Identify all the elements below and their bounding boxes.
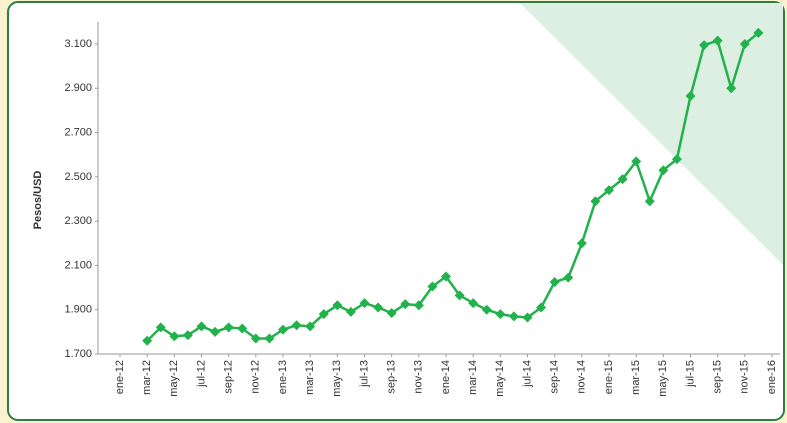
marker bbox=[576, 238, 587, 249]
x-tick-label: nov-12 bbox=[250, 360, 262, 394]
x-tick-label: may-15 bbox=[657, 360, 669, 397]
marker bbox=[250, 333, 261, 344]
marker bbox=[427, 281, 438, 292]
marker bbox=[345, 306, 356, 317]
x-tick-label: ene-15 bbox=[603, 360, 615, 394]
x-tick-label: mar-13 bbox=[304, 360, 316, 395]
x-tick-label: mar-15 bbox=[630, 360, 642, 395]
x-tick-label: jul-13 bbox=[358, 360, 370, 388]
marker bbox=[468, 298, 479, 309]
y-tick-label: 1.700 bbox=[64, 348, 92, 360]
y-tick-label: 3.100 bbox=[64, 38, 92, 50]
x-tick-label: jul-15 bbox=[684, 360, 696, 388]
y-tick-label: 2.500 bbox=[64, 171, 92, 183]
marker bbox=[454, 290, 465, 301]
marker bbox=[291, 320, 302, 331]
decoration bbox=[520, 3, 783, 265]
marker bbox=[481, 304, 492, 315]
marker bbox=[590, 196, 601, 207]
marker bbox=[712, 35, 723, 46]
x-tick-label: sep-12 bbox=[223, 360, 235, 394]
marker bbox=[223, 322, 234, 333]
x-tick-label: nov-14 bbox=[576, 360, 588, 394]
x-tick-label: may-14 bbox=[494, 360, 506, 397]
marker bbox=[264, 333, 275, 344]
y-tick-label: 2.100 bbox=[64, 259, 92, 271]
marker bbox=[563, 272, 574, 283]
y-tick-label: 2.700 bbox=[64, 126, 92, 138]
marker bbox=[182, 330, 193, 341]
marker bbox=[739, 39, 750, 49]
marker bbox=[508, 311, 519, 322]
x-tick-label: nov-15 bbox=[739, 360, 751, 394]
x-tick-label: ene-12 bbox=[114, 360, 126, 394]
marker bbox=[332, 300, 343, 311]
marker bbox=[644, 196, 655, 207]
x-tick-label: sep-14 bbox=[549, 360, 561, 394]
marker bbox=[753, 27, 764, 38]
marker bbox=[699, 40, 710, 51]
y-tick-label: 2.900 bbox=[64, 82, 92, 94]
marker bbox=[658, 165, 669, 176]
x-tick-label: ene-13 bbox=[277, 360, 289, 394]
marker bbox=[522, 312, 533, 323]
y-tick-label: 1.900 bbox=[64, 304, 92, 316]
marker bbox=[359, 298, 370, 309]
marker bbox=[155, 322, 166, 333]
x-tick-label: jul-14 bbox=[521, 360, 533, 388]
x-tick-label: mar-14 bbox=[467, 360, 479, 395]
x-tick-label: may-13 bbox=[331, 360, 343, 397]
marker bbox=[400, 299, 411, 310]
marker bbox=[413, 300, 424, 311]
marker bbox=[549, 277, 560, 288]
y-axis-label: Pesos/USD bbox=[32, 171, 44, 230]
marker bbox=[604, 185, 614, 196]
marker bbox=[495, 309, 506, 320]
x-tick-label: jul-12 bbox=[195, 360, 207, 388]
marker bbox=[318, 309, 329, 320]
x-tick-label: nov-13 bbox=[413, 360, 425, 394]
marker bbox=[617, 174, 628, 185]
x-tick-label: sep-13 bbox=[386, 360, 398, 394]
marker bbox=[685, 91, 696, 102]
marker bbox=[237, 323, 248, 334]
panel bbox=[7, 1, 785, 421]
marker bbox=[726, 83, 737, 94]
marker bbox=[196, 321, 207, 332]
marker bbox=[278, 324, 288, 335]
x-tick-label: may-12 bbox=[168, 360, 180, 397]
marker bbox=[631, 156, 642, 167]
x-tick-label: mar-12 bbox=[141, 360, 153, 395]
marker bbox=[386, 308, 397, 319]
marker bbox=[536, 302, 547, 313]
x-tick-label: ene-14 bbox=[440, 360, 452, 394]
marker bbox=[169, 331, 180, 342]
x-tick-label: sep-15 bbox=[712, 360, 724, 394]
marker bbox=[441, 271, 451, 282]
y-tick-label: 2.300 bbox=[64, 215, 92, 227]
marker bbox=[210, 326, 221, 337]
marker bbox=[305, 321, 316, 332]
x-tick-label: ene-16 bbox=[766, 360, 778, 394]
marker bbox=[671, 154, 682, 165]
marker bbox=[142, 335, 153, 346]
line bbox=[146, 31, 760, 342]
marker bbox=[373, 302, 384, 313]
